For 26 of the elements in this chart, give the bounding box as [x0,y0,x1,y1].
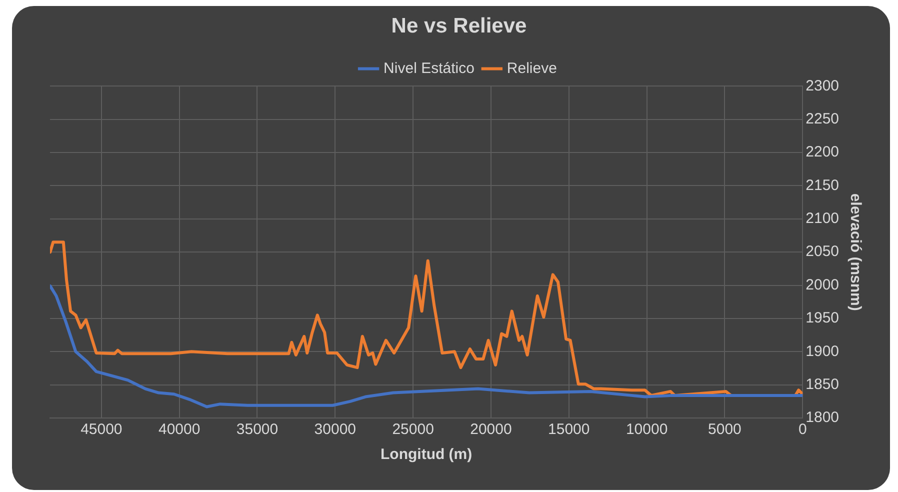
y-tick-label: 2150 [806,176,840,194]
y-tick-label: 1800 [806,409,840,426]
y-tick-label: 1950 [806,310,840,327]
x-tick-label: 25000 [392,421,434,438]
chart-title: Ne vs Relieve [391,14,527,38]
x-tick-label: 0 [798,421,807,438]
legend-label: Relieve [506,60,557,77]
x-tick-label: 5000 [708,421,742,438]
x-tick-label: 20000 [470,421,512,438]
y-tick-label: 2100 [806,210,840,228]
legend-label: Nivel Estático [384,60,474,77]
y-tick-label: 1900 [806,342,840,360]
y-tick-label: 2300 [806,77,840,94]
x-axis-title: Longitud (m) [380,446,472,464]
y-tick-label: 1850 [806,376,840,393]
x-tick-label: 10000 [626,421,668,438]
x-tick-label: 40000 [158,421,200,438]
x-tick-label: 15000 [548,421,590,438]
x-tick-label: 30000 [314,421,356,438]
x-tick-label: 45000 [80,421,122,438]
y-tick-label: 2250 [806,110,840,128]
y-tick-label: 2000 [806,276,840,294]
x-tick-label: 35000 [236,421,278,438]
y-tick-label: 2050 [806,243,840,260]
y-tick-label: 2200 [806,144,840,161]
y-axis-title: elevació (msnm) [846,193,864,311]
